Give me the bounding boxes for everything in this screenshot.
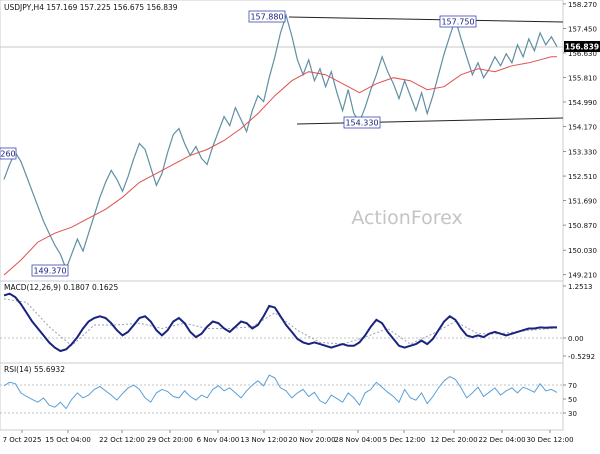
macd-axis-tick-label: -0.5292 — [568, 353, 595, 361]
channel-upper-line — [288, 16, 564, 23]
x-axis-label: 22 Oct 12:00 — [99, 436, 145, 444]
annotation-left-edge: 260 — [0, 147, 17, 160]
price-axis-tick-label: 153.330 — [568, 149, 597, 157]
x-axis-label: 6 Nov 04:00 — [197, 436, 240, 444]
macd-axis-tick-label: 1.2513 — [568, 283, 593, 291]
macd-panel-frame — [0, 280, 564, 364]
annotation-154330: 154.330 — [343, 116, 381, 129]
price-axis-tick-label: 149.210 — [568, 272, 597, 280]
price-axis-tick-label: 150.870 — [568, 222, 597, 230]
x-axis-label: 5 Dec 12:00 — [383, 436, 426, 444]
svg-text:154.330: 154.330 — [345, 119, 378, 128]
rsi-axis-tick-label: 70 — [568, 382, 577, 390]
price-axis-tick-label: 151.690 — [568, 198, 597, 206]
x-axis-label: 7 Oct 2025 — [3, 436, 42, 444]
price-panel-frame — [0, 0, 564, 282]
macd-main-line — [3, 292, 557, 353]
rsi-series-line — [3, 374, 558, 410]
price-axis-tick-label: 158.270 — [568, 1, 597, 9]
x-axis-label: 20 Nov 20:00 — [288, 436, 335, 444]
rsi-axis-tick-label: 50 — [568, 396, 577, 404]
svg-text:157.750: 157.750 — [441, 18, 474, 27]
price-axis-tick-label: 156.630 — [568, 50, 597, 58]
annotation-157880: 157.880 — [248, 10, 286, 23]
price-panel-title: USDJPY,H4 157.169 157.225 156.675 156.83… — [4, 3, 178, 12]
watermark: ActionForex — [351, 207, 462, 229]
price-axis-tick-label: 150.030 — [568, 247, 597, 255]
time-x-axis: 7 Oct 2025 15 Oct 04:00 22 Oct 12:00 29 Oct… — [3, 430, 574, 444]
price-axis-tick-label: 155.810 — [568, 74, 597, 82]
svg-text:156.839: 156.839 — [565, 43, 599, 52]
price-axis-tick-label: 152.510 — [568, 173, 597, 181]
x-axis-label: 22 Dec 04:00 — [478, 436, 525, 444]
macd-panel-title: MACD(12,26,9) 0.1807 0.1625 — [4, 283, 118, 292]
rsi-panel-frame — [0, 362, 564, 431]
moving-average-line — [3, 56, 557, 276]
annotation-157750: 157.750 — [439, 15, 477, 28]
x-axis-label: 13 Nov 12:00 — [240, 436, 287, 444]
x-axis-label: 12 Dec 20:00 — [430, 436, 477, 444]
price-axis-tick-label: 157.450 — [568, 25, 597, 33]
svg-text:149.370: 149.370 — [33, 267, 66, 276]
x-axis-label: 28 Nov 04:00 — [334, 436, 381, 444]
rsi-y-axis: 70 50 30 — [563, 382, 577, 418]
annotation-149370: 149.370 — [31, 264, 69, 277]
price-series-line — [3, 13, 558, 271]
macd-axis-tick-label: 0.00 — [568, 335, 584, 343]
svg-text:260: 260 — [0, 150, 15, 159]
price-axis-tick-label: 154.170 — [568, 123, 597, 131]
x-axis-label: 29 Oct 20:00 — [147, 436, 193, 444]
rsi-axis-tick-label: 30 — [568, 410, 577, 418]
macd-y-axis: 1.2513 0.00 -0.5292 — [563, 283, 595, 361]
rsi-panel-title: RSI(14) 55.6932 — [4, 365, 65, 374]
x-axis-label: 30 Dec 12:00 — [526, 436, 573, 444]
channel-lower-line — [296, 117, 564, 125]
x-axis-label: 15 Oct 04:00 — [45, 436, 91, 444]
svg-text:157.880: 157.880 — [250, 13, 283, 22]
price-axis-tick-label: 154.990 — [568, 99, 597, 107]
current-price-badge: 156.839 — [564, 41, 600, 52]
price-y-axis: 158.270 157.450 156.630 155.810 154.990 154.1… — [563, 1, 597, 280]
